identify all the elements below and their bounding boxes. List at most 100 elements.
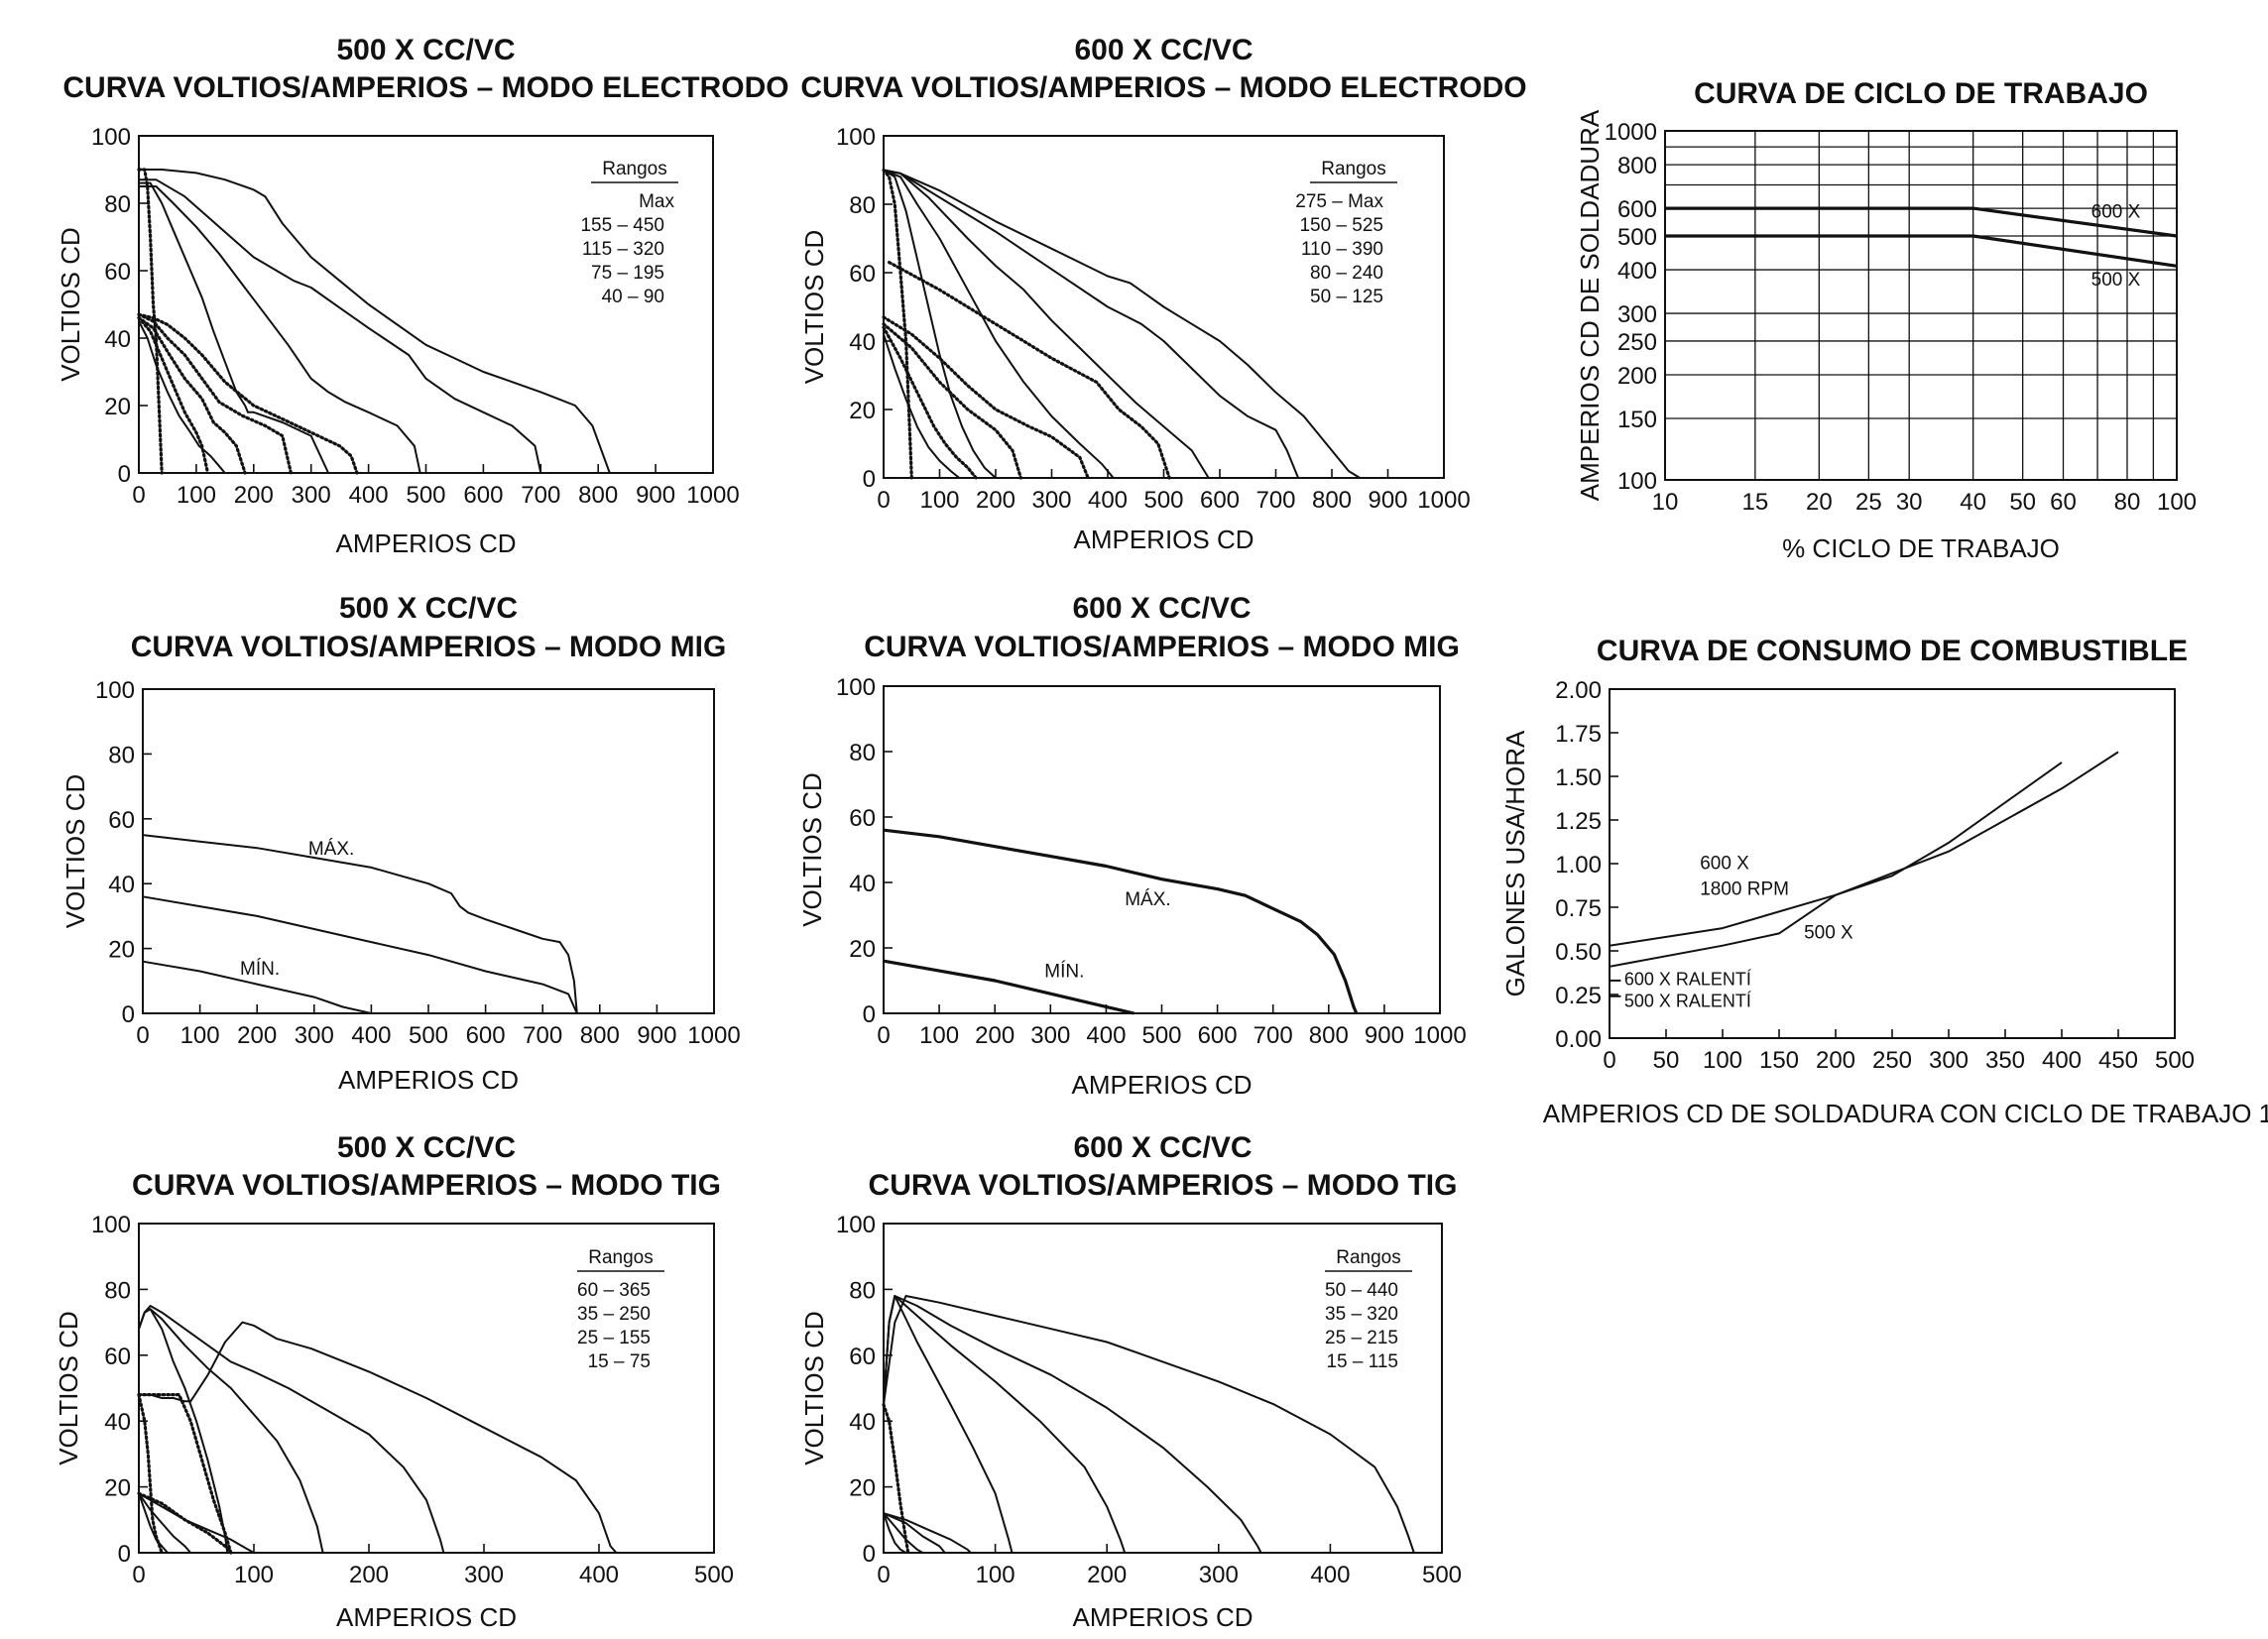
x-tick-label: 300 bbox=[464, 1562, 504, 1588]
x-tick-label: 200 bbox=[237, 1022, 277, 1049]
x-tick-label: 250 bbox=[1872, 1047, 1912, 1074]
x-axis-label: AMPERIOS CD DE SOLDADURA CON CICLO DE TR… bbox=[1543, 1099, 2268, 1128]
y-tick-label: 60 bbox=[104, 1344, 131, 1370]
legend-item: 275 – Max bbox=[1295, 191, 1383, 212]
c4-chart: 500 X CC/VC CURVA VOLTIOS/AMPERIOS – MODO… bbox=[60, 592, 741, 1095]
x-axis-label: AMPERIOS CD bbox=[1071, 1070, 1252, 1100]
y-tick-label: 0.00 bbox=[1555, 1026, 1602, 1053]
chart-title: 500 X CC/VC bbox=[336, 34, 515, 66]
x-tick-label: 100 bbox=[919, 487, 959, 514]
series-line bbox=[139, 185, 421, 474]
series-line bbox=[1609, 761, 2063, 947]
y-tick-label: 1.00 bbox=[1555, 852, 1602, 878]
series-label: 600 X bbox=[1700, 853, 1749, 874]
legend-title: Rangos bbox=[1336, 1247, 1401, 1268]
x-tick-label: 200 bbox=[976, 487, 1015, 514]
x-tick-label: 700 bbox=[521, 482, 560, 509]
y-tick-label: 40 bbox=[104, 1409, 131, 1436]
series-line bbox=[883, 169, 997, 479]
x-tick-label: 500 bbox=[2155, 1047, 2195, 1074]
x-axis-label: AMPERIOS CD bbox=[336, 1602, 517, 1632]
series-line bbox=[883, 1295, 1014, 1554]
x-tick-label: 100 bbox=[976, 1562, 1015, 1588]
series-line bbox=[138, 1305, 445, 1554]
series-line bbox=[138, 1308, 229, 1554]
x-tick-label: 700 bbox=[1253, 1022, 1293, 1049]
y-tick-label: 200 bbox=[1617, 363, 1657, 390]
x-tick-label: 0 bbox=[132, 1562, 145, 1588]
y-tick-label: 20 bbox=[849, 1475, 876, 1502]
y-tick-label: 2.00 bbox=[1555, 677, 1602, 704]
series-line bbox=[137, 1393, 164, 1555]
x-tick-label: 900 bbox=[1368, 487, 1407, 514]
y-tick-label: 60 bbox=[849, 261, 876, 288]
y-tick-label: 100 bbox=[836, 674, 876, 701]
annotation: MÍN. bbox=[240, 959, 280, 980]
y-tick-label: 80 bbox=[849, 740, 876, 766]
series-line bbox=[137, 1393, 233, 1555]
x-axis-label: AMPERIOS CD bbox=[1072, 1602, 1253, 1632]
y-tick-label: 80 bbox=[108, 742, 135, 768]
x-tick-label: 0 bbox=[1603, 1047, 1615, 1074]
x-tick-label: 500 bbox=[1422, 1562, 1462, 1588]
series-line bbox=[888, 261, 1171, 480]
legend-item: 150 – 525 bbox=[1299, 215, 1383, 236]
x-tick-label: 0 bbox=[136, 1022, 149, 1049]
plot-frame bbox=[883, 1223, 1443, 1554]
series-line bbox=[882, 325, 978, 480]
series-line bbox=[138, 1492, 255, 1554]
series-label: 500 X RALENTÍ bbox=[1624, 991, 1751, 1010]
series-line bbox=[883, 1295, 1127, 1554]
x-tick-label: 100 bbox=[177, 482, 216, 509]
x-tick-label: 400 bbox=[1086, 1022, 1126, 1049]
x-tick-label: 40 bbox=[1960, 489, 1986, 516]
series-line bbox=[1665, 206, 2178, 238]
legend-title: Rangos bbox=[602, 159, 667, 179]
x-tick-label: 50 bbox=[1653, 1047, 1680, 1074]
y-tick-label: 80 bbox=[849, 1277, 876, 1304]
y-tick-label: 40 bbox=[849, 1409, 876, 1436]
legend-item: 50 – 440 bbox=[1325, 1280, 1398, 1301]
y-axis-label: VOLTIOS CD bbox=[54, 1311, 83, 1465]
x-tick-label: 50 bbox=[2009, 489, 2036, 516]
x-tick-label: 400 bbox=[351, 1022, 391, 1049]
x-tick-label: 600 bbox=[1198, 1022, 1238, 1049]
y-tick-label: 0.25 bbox=[1555, 983, 1602, 1009]
c6-chart: CURVA DE CONSUMO DE COMBUSTIBLE 0 50 100 150… bbox=[1500, 635, 2268, 1128]
series-label: 1800 RPM bbox=[1700, 879, 1789, 900]
x-tick-label: 25 bbox=[1855, 489, 1882, 516]
x-tick-label: 200 bbox=[1087, 1562, 1127, 1588]
x-axis-label: AMPERIOS CD bbox=[338, 1065, 519, 1095]
series-line bbox=[883, 1512, 972, 1554]
x-tick-label: 350 bbox=[1985, 1047, 2025, 1074]
y-tick-label: 500 bbox=[1617, 224, 1657, 251]
series-line bbox=[139, 169, 611, 474]
x-tick-label: 300 bbox=[295, 1022, 334, 1049]
chart-title: CURVA VOLTIOS/AMPERIOS – MODO TIG bbox=[869, 1169, 1458, 1202]
c7-chart: 500 X CC/VC CURVA VOLTIOS/AMPERIOS – MODO… bbox=[54, 1131, 734, 1632]
y-tick-label: 100 bbox=[836, 124, 876, 151]
legend-item: 155 – 450 bbox=[580, 215, 664, 236]
x-tick-label: 1000 bbox=[686, 482, 739, 509]
legend-item: 50 – 125 bbox=[1310, 287, 1383, 307]
series-line bbox=[137, 1491, 233, 1555]
chart-title: CURVA DE CICLO DE TRABAJO bbox=[1694, 77, 2148, 110]
x-tick-label: 0 bbox=[877, 487, 890, 514]
y-tick-label: 0 bbox=[863, 466, 876, 493]
x-tick-label: 700 bbox=[523, 1022, 562, 1049]
c1-chart: 500 X CC/VC CURVA VOLTIOS/AMPERIOS – MODO… bbox=[56, 34, 789, 558]
chart-title: CURVA VOLTIOS/AMPERIOS – MODO MIG bbox=[131, 631, 727, 663]
chart-title: 500 X CC/VC bbox=[337, 1131, 516, 1164]
legend-item: 75 – 195 bbox=[591, 263, 664, 284]
y-tick-label: 20 bbox=[104, 394, 131, 420]
x-tick-label: 600 bbox=[1200, 487, 1240, 514]
y-tick-label: 0.75 bbox=[1555, 895, 1602, 922]
x-tick-label: 900 bbox=[637, 1022, 676, 1049]
plot-frame bbox=[142, 688, 715, 1014]
x-tick-label: 10 bbox=[1652, 489, 1679, 516]
legend-item: 35 – 250 bbox=[577, 1304, 651, 1325]
series-label: 600 X bbox=[2091, 201, 2141, 222]
x-tick-label: 0 bbox=[132, 482, 145, 509]
series-line bbox=[883, 1512, 946, 1554]
series-line bbox=[137, 312, 293, 475]
